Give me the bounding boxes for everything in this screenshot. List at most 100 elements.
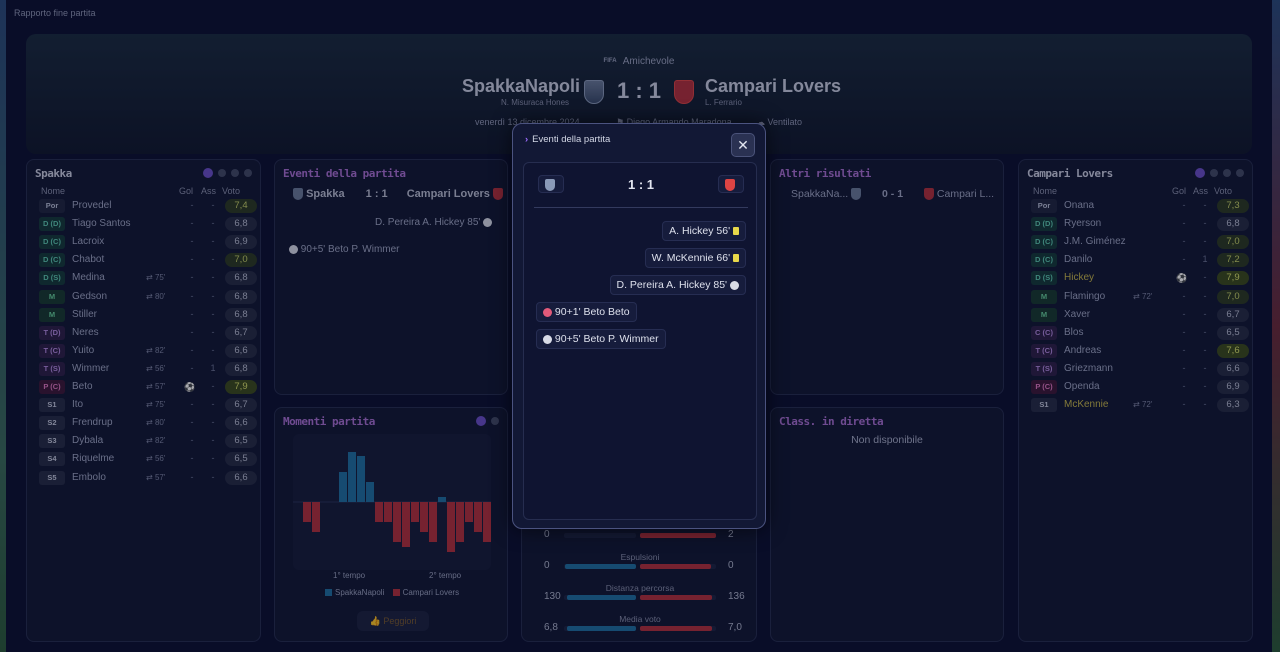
player-row[interactable]: D (D) Ryerson - -6,8 — [1027, 216, 1249, 233]
player-row[interactable]: T (S) Griezmann - -6,6 — [1027, 361, 1249, 378]
player-row[interactable]: T (C) Andreas - -7,6 — [1027, 343, 1249, 360]
player-row[interactable]: M Gedson ⇄ 80' - -6,8 — [35, 289, 257, 306]
player-row[interactable]: Por Provedel - -7,4 — [35, 198, 257, 215]
away-crest-icon — [492, 188, 503, 201]
player-name: Embolo — [72, 471, 106, 483]
page-dot-4[interactable] — [1236, 169, 1244, 177]
header-voto: Voto — [222, 186, 241, 196]
player-rating: 7,0 — [225, 253, 257, 268]
weather-icon: ☁ — [756, 117, 765, 127]
page-dot-3[interactable] — [1223, 169, 1231, 177]
competition-name: Amichevole — [622, 56, 675, 67]
assists: - — [211, 308, 215, 319]
player-row[interactable]: Por Onana - -7,3 — [1027, 198, 1249, 215]
home-bar — [357, 456, 365, 502]
player-rating: 6,8 — [225, 271, 257, 286]
assists: - — [211, 417, 215, 428]
player-row[interactable]: S1 Ito ⇄ 75' - -6,7 — [35, 397, 257, 414]
home-crest-chip — [538, 175, 564, 193]
player-row[interactable]: M Stiller - -6,8 — [35, 307, 257, 324]
player-rating: 6,7 — [1217, 307, 1249, 322]
substitution-icon: ⇄ — [146, 436, 153, 446]
player-rating: 7,6 — [1217, 343, 1249, 358]
other-result-row[interactable]: SpakkaNa... 0 - 1 Campari L... — [791, 188, 994, 201]
stat-label: Distanza percorsa — [605, 583, 675, 593]
weather: ☁ Ventilato — [756, 117, 802, 128]
event-chip: W. McKennie 66' — [644, 248, 746, 268]
close-button[interactable]: ✕ — [731, 133, 755, 157]
player-row[interactable]: D (S) Medina ⇄ 75' - -6,8 — [35, 270, 257, 287]
moments-bars — [293, 452, 491, 552]
player-row[interactable]: D (C) Danilo - 1 7,2 — [1027, 252, 1249, 269]
substitution: ⇄ 57' — [146, 382, 165, 391]
player-rating: 6,8 — [225, 217, 257, 232]
divider — [534, 207, 748, 208]
player-name: Yuito — [72, 344, 95, 356]
events-scoreline: Spakka 1 : 1 Campari Lovers — [293, 188, 503, 201]
player-row[interactable]: M Xaver - -6,7 — [1027, 307, 1249, 324]
player-rating: 6,6 — [225, 343, 257, 358]
player-row[interactable]: D (C) J.M. Giménez - -7,0 — [1027, 234, 1249, 251]
stat-label: Media voto — [619, 614, 661, 624]
stat-home-value: 0 — [544, 560, 550, 571]
substitution: ⇄ 72' — [1133, 292, 1152, 301]
modal-title-text: Eventi della partita — [532, 134, 611, 145]
weather-label: Ventilato — [767, 117, 803, 127]
page-dot-4[interactable] — [244, 169, 252, 177]
page-dot-2[interactable] — [1210, 169, 1218, 177]
player-row[interactable]: D (D) Tiago Santos - -6,8 — [35, 216, 257, 233]
goals: - — [1182, 200, 1186, 210]
live-table-status: Non disponibile — [851, 434, 923, 446]
player-name: Wimmer — [72, 362, 110, 374]
player-name: Andreas — [1064, 344, 1102, 356]
home-roster-panel: Spakka Nome Gol Ass Voto Por Provedel - -7,… — [26, 159, 261, 642]
player-row[interactable]: S2 Frendrup ⇄ 80' - -6,6 — [35, 415, 257, 432]
goals: - — [190, 236, 194, 247]
player-row[interactable]: C (C) Blos - -6,5 — [1027, 325, 1249, 342]
legend-home: SpakkaNapoli — [335, 588, 385, 597]
home-coach: N. Misuraca Hones — [501, 98, 570, 107]
player-row[interactable]: D (S) Hickey ⚽ -7,9 — [1027, 270, 1249, 287]
page-dot-2[interactable] — [491, 417, 499, 425]
player-name: Lacroix — [72, 236, 105, 248]
stadium-name: Diego Armando Maradona — [626, 117, 732, 127]
player-row[interactable]: D (C) Lacroix - -6,9 — [35, 234, 257, 251]
position-badge: D (S) — [1031, 271, 1057, 286]
substitution: ⇄ 82' — [146, 436, 165, 445]
player-row[interactable]: S1 McKennie ⇄ 72' - -6,3 — [1027, 397, 1249, 414]
live-table-panel: Class. in diretta Non disponibile — [770, 407, 1004, 642]
player-row[interactable]: M Flamingo ⇄ 72' - -7,0 — [1027, 289, 1249, 306]
player-rating: 7,9 — [225, 380, 257, 394]
position-badge: S4 — [39, 452, 65, 467]
assists: 1 — [210, 362, 216, 373]
player-row[interactable]: T (D) Neres - -6,7 — [35, 325, 257, 342]
player-row[interactable]: T (C) Yuito ⇄ 82' - -6,6 — [35, 343, 257, 360]
page-dot-1[interactable] — [1195, 168, 1205, 178]
substitution-icon: ⇄ — [146, 454, 153, 464]
away-crest-icon — [923, 188, 934, 201]
player-row[interactable]: P (C) Openda - -6,9 — [1027, 379, 1249, 396]
player-row[interactable]: P (C) Beto ⇄ 57' ⚽ -7,9 — [35, 379, 257, 396]
goals: - — [190, 290, 194, 301]
page-dot-1[interactable] — [476, 416, 486, 426]
worst-moments-button[interactable]: 👍 Peggiori — [357, 611, 429, 631]
position-badge: S1 — [39, 398, 65, 413]
events-modal: › Eventi della partita ✕ 1 : 1 A. Hickey … — [512, 123, 766, 529]
player-row[interactable]: T (S) Wimmer ⇄ 56' - 1 6,8 — [35, 361, 257, 378]
goals: - — [1182, 308, 1186, 319]
goals: - — [190, 435, 194, 446]
player-rating: 6,9 — [225, 235, 257, 250]
player-rating: 6,6 — [225, 416, 257, 431]
player-name: Gedson — [72, 290, 108, 302]
position-badge: D (D) — [39, 217, 65, 232]
substitution: ⇄ 82' — [146, 346, 165, 355]
player-name: Frendrup — [72, 417, 113, 429]
player-row[interactable]: S5 Embolo ⇄ 57' - -6,6 — [35, 470, 257, 487]
page-dot-1[interactable] — [203, 168, 213, 178]
player-row[interactable]: S4 Riquelme ⇄ 56' - -6,5 — [35, 451, 257, 468]
page-dot-2[interactable] — [218, 169, 226, 177]
player-row[interactable]: D (C) Chabot - -7,0 — [35, 252, 257, 269]
goals: - — [190, 453, 194, 464]
page-dot-3[interactable] — [231, 169, 239, 177]
player-row[interactable]: S3 Dybala ⇄ 82' - -6,5 — [35, 433, 257, 450]
